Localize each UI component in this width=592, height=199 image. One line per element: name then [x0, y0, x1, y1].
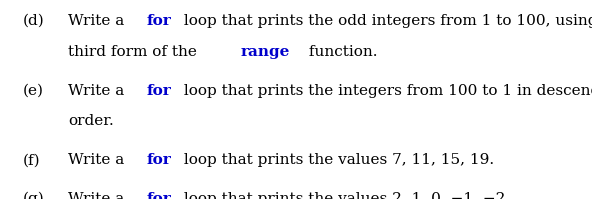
Text: Write a: Write a — [68, 14, 129, 28]
Text: Write a: Write a — [68, 192, 129, 199]
Text: function.: function. — [304, 45, 378, 59]
Text: (g): (g) — [22, 192, 44, 199]
Text: loop that prints the odd integers from 1 to 100, using the: loop that prints the odd integers from 1… — [179, 14, 592, 28]
Text: for: for — [147, 84, 172, 98]
Text: range: range — [241, 45, 290, 59]
Text: Write a: Write a — [68, 84, 129, 98]
Text: (d): (d) — [22, 14, 44, 28]
Text: (f): (f) — [22, 153, 40, 167]
Text: for: for — [147, 192, 172, 199]
Text: (e): (e) — [22, 84, 43, 98]
Text: order.: order. — [68, 114, 114, 128]
Text: loop that prints the integers from 100 to 1 in descending: loop that prints the integers from 100 t… — [179, 84, 592, 98]
Text: for: for — [147, 14, 172, 28]
Text: third form of the: third form of the — [68, 45, 202, 59]
Text: Write a: Write a — [68, 153, 129, 167]
Text: loop that prints the values 7, 11, 15, 19.: loop that prints the values 7, 11, 15, 1… — [179, 153, 494, 167]
Text: loop that prints the values 2, 1, 0, −1, −2.: loop that prints the values 2, 1, 0, −1,… — [179, 192, 510, 199]
Text: for: for — [147, 153, 172, 167]
